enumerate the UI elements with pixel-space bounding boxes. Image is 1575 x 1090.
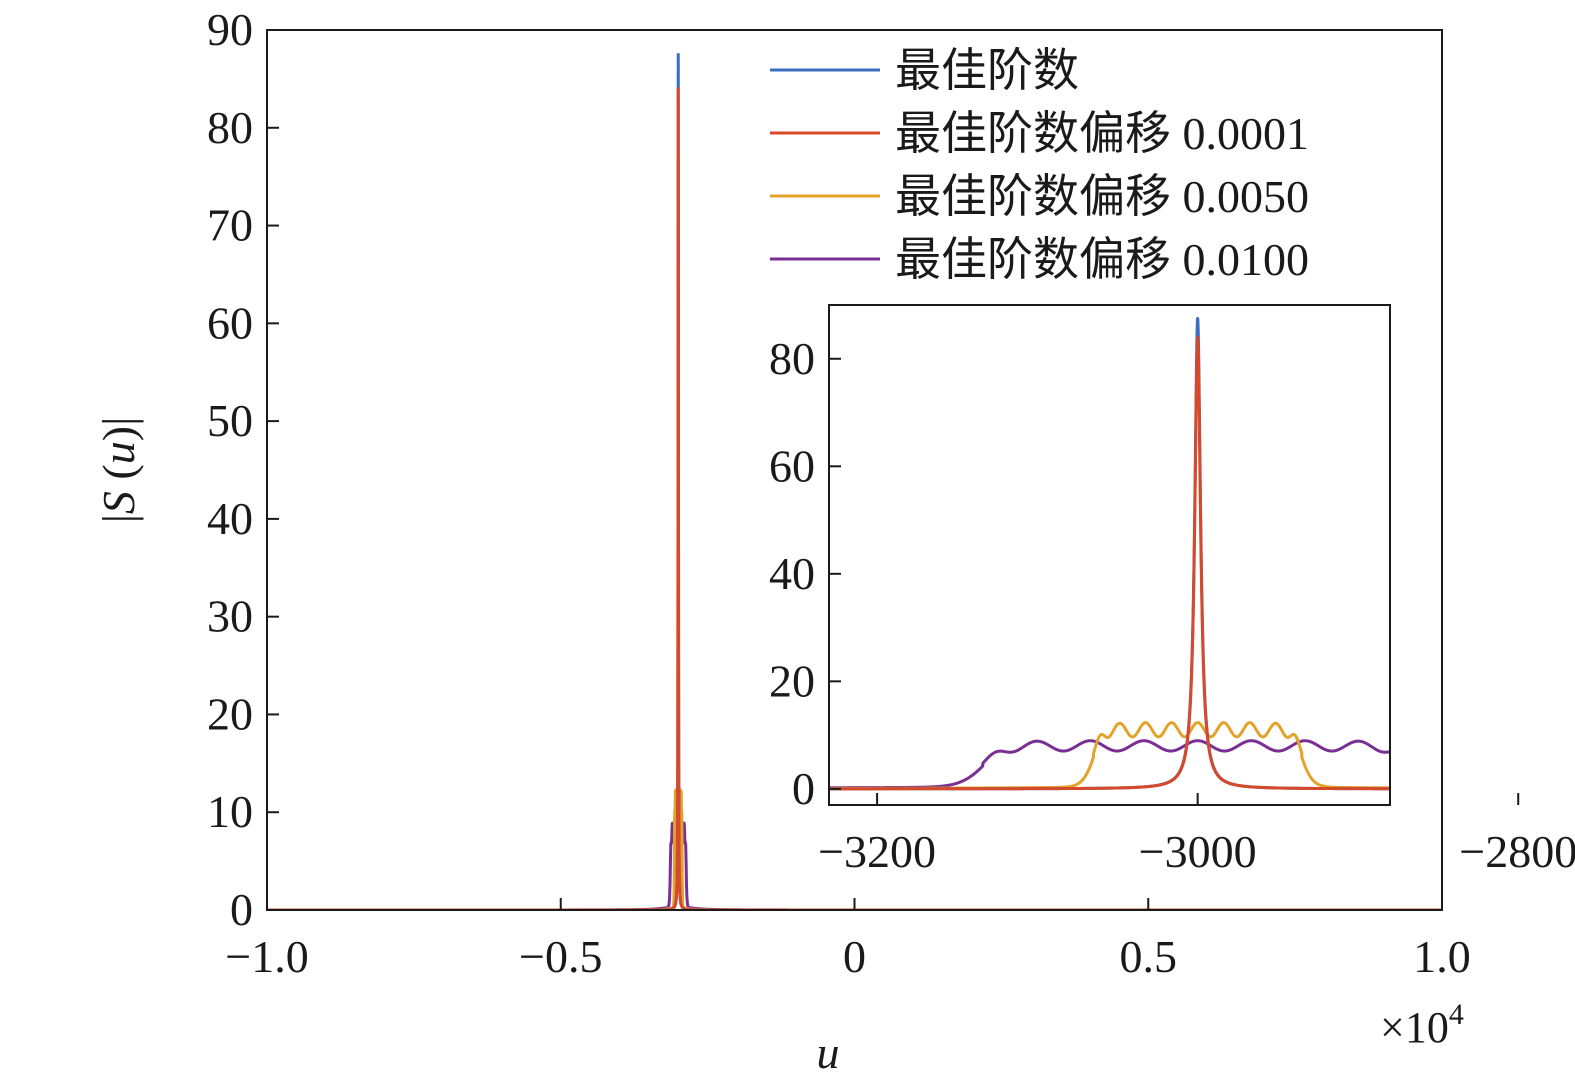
legend-label-2: 最佳阶数偏移 0.0001 bbox=[895, 108, 1309, 159]
inset-series-line-2 bbox=[829, 335, 1390, 791]
inset-y-tick-label: 60 bbox=[769, 440, 815, 491]
main-y-tick-label: 50 bbox=[207, 395, 253, 446]
main-x-tick-label: 1.0 bbox=[1413, 931, 1471, 982]
inset-x-tick-label: −3000 bbox=[1139, 826, 1257, 877]
inset-background bbox=[829, 305, 1390, 805]
inset-y-tick-label: 0 bbox=[792, 763, 815, 814]
main-x-tick-label: 0.5 bbox=[1120, 931, 1178, 982]
inset-y-tick-label: 40 bbox=[769, 548, 815, 599]
main-y-tick-label: 80 bbox=[207, 102, 253, 153]
main-y-tick-label: 60 bbox=[207, 297, 253, 348]
inset-y-tick-label: 20 bbox=[769, 655, 815, 706]
inset-series-lines bbox=[829, 316, 1390, 791]
inset-plot-frame bbox=[828, 304, 1391, 806]
main-y-tick-label: 20 bbox=[207, 688, 253, 739]
main-x-tick-label: −0.5 bbox=[519, 931, 602, 982]
inset-axes: −3200 −3000 −2800 0 20 40 60 80 bbox=[769, 304, 1575, 877]
legend-label-4: 最佳阶数偏移 0.0100 bbox=[895, 234, 1309, 285]
y-axis-label: |S (u)| bbox=[93, 417, 144, 524]
x-axis-multiplier: ×104 bbox=[1380, 998, 1464, 1052]
inset-x-tick-label: −3200 bbox=[818, 826, 936, 877]
legend-label-3: 最佳阶数偏移 0.0050 bbox=[895, 171, 1309, 222]
main-axes: −1.0 −0.5 0 0.5 1.0 0 10 20 30 40 50 60 70 80 90 bbox=[207, 4, 1471, 982]
main-y-tick-label: 0 bbox=[230, 884, 253, 935]
legend-label-1: 最佳阶数 bbox=[895, 45, 1079, 96]
main-y-tick-label: 70 bbox=[207, 200, 253, 251]
x-axis-label: u bbox=[817, 1027, 840, 1078]
inset-x-ticks: −3200 −3000 −2800 bbox=[818, 793, 1575, 877]
main-x-tick-label: −1.0 bbox=[225, 931, 308, 982]
main-y-tick-label: 10 bbox=[207, 786, 253, 837]
inset-y-ticks: 0 20 40 60 80 bbox=[769, 333, 841, 814]
main-x-tick-label: 0 bbox=[843, 931, 866, 982]
inset-x-tick-label: −2800 bbox=[1459, 826, 1575, 877]
main-y-tick-label: 40 bbox=[207, 493, 253, 544]
main-y-ticks: 0 10 20 30 40 50 60 70 80 90 bbox=[207, 4, 279, 935]
main-y-tick-label: 30 bbox=[207, 591, 253, 642]
main-y-tick-label: 90 bbox=[207, 4, 253, 55]
main-x-ticks: −1.0 −0.5 0 0.5 1.0 bbox=[225, 898, 1471, 982]
inset-y-tick-label: 80 bbox=[769, 333, 815, 384]
